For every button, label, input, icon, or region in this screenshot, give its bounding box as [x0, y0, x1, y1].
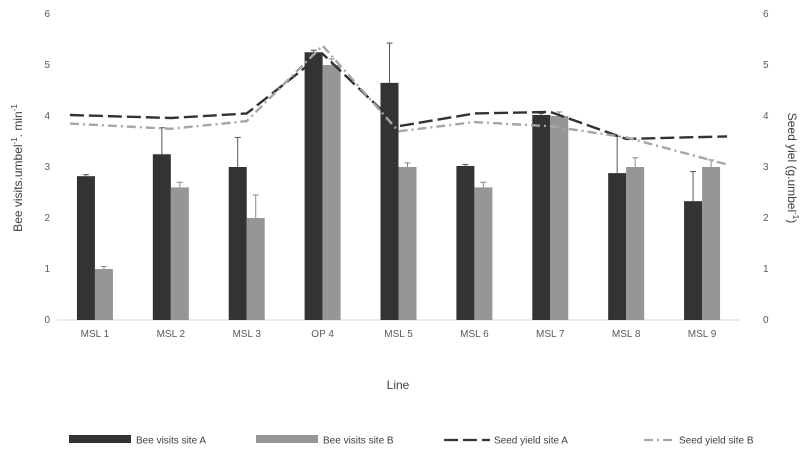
y-tick-label-right: 2	[763, 213, 769, 224]
bar	[626, 167, 645, 320]
x-tick-label: MSL 3	[232, 329, 261, 340]
bar	[304, 52, 323, 320]
x-tick-label: MSL 7	[536, 329, 565, 340]
legend-label: Seed yield site A	[494, 436, 568, 447]
bar	[380, 82, 399, 320]
y-tick-label-right: 5	[763, 60, 769, 71]
legend-label: Bee visits site B	[323, 436, 394, 447]
series-line	[69, 52, 728, 141]
bar	[94, 269, 113, 320]
y-tick-label-left: 4	[44, 111, 50, 122]
bar	[246, 218, 265, 320]
x-tick-label: MSL 1	[81, 329, 110, 340]
legend-label: Seed yield site B	[679, 436, 754, 447]
x-tick-label: OP 4	[311, 329, 334, 340]
x-tick-label: MSL 2	[157, 329, 186, 340]
y-axis-title-left: Bee visits.umbel-1. min-1	[10, 104, 25, 232]
legend-label: Bee visits site A	[136, 436, 206, 447]
x-tick-label: MSL 8	[612, 329, 641, 340]
legend-swatch	[69, 435, 131, 443]
bar	[170, 187, 189, 320]
legend-swatch	[256, 435, 318, 443]
bar	[456, 165, 475, 320]
bar	[550, 116, 569, 320]
y-tick-label-left: 1	[44, 264, 50, 275]
x-tick-label: MSL 9	[688, 329, 717, 340]
y-axis-title-right: Seed yiel (g.umbel-1)	[785, 113, 800, 224]
legend: Bee visits site A Bee visits site B Seed y…	[69, 435, 754, 447]
bar	[702, 167, 721, 320]
series-line	[69, 43, 728, 166]
y-tick-label-right: 1	[763, 264, 769, 275]
bar	[684, 201, 703, 320]
y-tick-label-left: 6	[44, 9, 50, 20]
x-axis-title: Line	[387, 378, 410, 392]
y-tick-label-left: 0	[44, 315, 50, 326]
bar	[152, 154, 171, 320]
bar	[608, 173, 627, 320]
y-tick-label-right: 0	[763, 315, 769, 326]
y-tick-label-right: 6	[763, 9, 769, 20]
bar	[398, 167, 417, 320]
bar	[532, 114, 551, 320]
bar	[76, 176, 95, 320]
y-tick-label-left: 2	[44, 213, 50, 224]
y-tick-label-right: 4	[763, 111, 769, 122]
bar	[228, 167, 247, 320]
bar	[474, 187, 493, 320]
y-tick-label-left: 3	[44, 162, 50, 173]
x-tick-label: MSL 6	[460, 329, 489, 340]
x-tick-label: MSL 5	[384, 329, 413, 340]
y-tick-label-right: 3	[763, 162, 769, 173]
y-tick-label-left: 5	[44, 60, 50, 71]
bar	[322, 65, 341, 320]
